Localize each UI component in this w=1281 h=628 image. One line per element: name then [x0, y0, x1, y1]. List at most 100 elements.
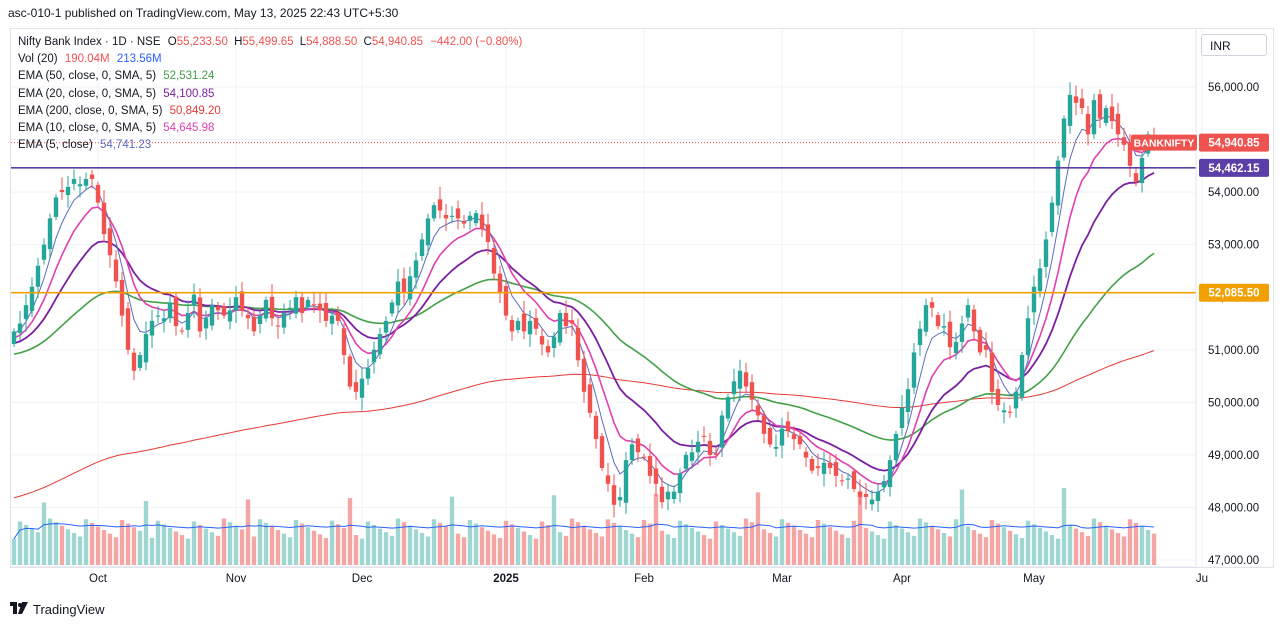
- candle-body: [911, 352, 917, 388]
- candle-body: [761, 415, 767, 434]
- volume-bar: [575, 522, 581, 565]
- candle-body: [1091, 100, 1097, 135]
- candle-body: [497, 273, 503, 292]
- price-tag-text: 52,085.50: [1208, 288, 1259, 300]
- candle-body: [431, 205, 437, 219]
- candle-body: [665, 491, 671, 500]
- candle-body: [545, 345, 551, 353]
- candle-body: [629, 444, 635, 461]
- volume-bar: [23, 525, 29, 565]
- ohlc-open-value: 55,233.50: [176, 36, 228, 48]
- candle-body: [827, 462, 833, 469]
- candle-body: [899, 407, 905, 428]
- volume-bar: [701, 535, 707, 565]
- candle-body: [641, 456, 647, 458]
- candle-body: [143, 334, 149, 363]
- candle-body: [329, 315, 335, 324]
- volume-bar: [647, 523, 653, 565]
- volume-bar: [959, 489, 965, 565]
- volume-bar: [221, 518, 227, 565]
- volume-bar: [497, 537, 503, 565]
- volume-bar: [407, 525, 413, 565]
- volume-bar: [1079, 532, 1085, 565]
- volume-bar: [179, 535, 185, 565]
- candle-body: [623, 460, 629, 503]
- candle-body: [455, 208, 461, 219]
- volume-bar: [1067, 525, 1073, 565]
- volume-bar: [1013, 534, 1019, 565]
- volume-bar: [659, 530, 665, 565]
- volume-bar: [299, 523, 305, 565]
- symbol-legend-row[interactable]: Nifty Bank Index · 1D · NSE O55,233.50 H…: [18, 34, 522, 51]
- volume-legend-row[interactable]: Vol (20) 190.04M 213.56M: [18, 51, 522, 68]
- candle-body: [815, 466, 821, 469]
- volume-bar: [935, 529, 941, 565]
- volume-bar: [779, 519, 785, 565]
- volume-bar: [551, 495, 557, 565]
- volume-bar: [425, 536, 431, 565]
- volume-bar: [113, 537, 119, 565]
- ema50-legend-row[interactable]: EMA (50, close, 0, SMA, 5) 52,531.24: [18, 68, 522, 85]
- candle-body: [1121, 137, 1127, 145]
- volume-bar: [989, 520, 995, 565]
- candle-body: [1097, 94, 1103, 119]
- volume-bar: [191, 521, 197, 565]
- tradingview-brand[interactable]: TradingView: [10, 602, 105, 617]
- volume-bar: [557, 532, 563, 565]
- volume-bar: [143, 500, 149, 565]
- volume-bar: [545, 525, 551, 565]
- volume-bar: [17, 521, 23, 565]
- ema200-legend-row[interactable]: EMA (200, close, 0, SMA, 5) 50,849.20: [18, 103, 522, 120]
- volume-bar: [971, 530, 977, 565]
- volume-bar: [1049, 535, 1055, 565]
- x-tick-label: Oct: [89, 573, 108, 585]
- volume-bar: [677, 520, 683, 565]
- candle-body: [1031, 286, 1037, 313]
- ohlc-high-key: H: [234, 36, 243, 48]
- volume-bar: [785, 522, 791, 565]
- ema20-legend-row[interactable]: EMA (20, close, 0, SMA, 5) 54,100.85: [18, 86, 522, 103]
- ema10-legend-row[interactable]: EMA (10, close, 0, SMA, 5) 54,645.98: [18, 120, 522, 137]
- volume-bar: [329, 520, 335, 565]
- volume-bar: [617, 526, 623, 565]
- volume-bar: [317, 534, 323, 565]
- candle-body: [731, 381, 737, 395]
- currency-selector[interactable]: INR: [1201, 34, 1267, 56]
- candle-body: [605, 475, 611, 484]
- candle-body: [185, 312, 191, 330]
- candle-body: [41, 244, 47, 260]
- candle-body: [287, 307, 293, 309]
- candle-body: [839, 480, 845, 482]
- volume-bar: [593, 532, 599, 565]
- candle-body: [833, 462, 839, 476]
- volume-bar: [1073, 528, 1079, 565]
- volume-bar: [11, 538, 17, 565]
- candle-body: [437, 199, 443, 211]
- volume-bar: [719, 525, 725, 565]
- candle-body: [65, 186, 71, 196]
- volume-bar: [527, 535, 533, 565]
- candle-body: [443, 214, 449, 219]
- volume-bar: [125, 523, 131, 565]
- volume-bar: [911, 535, 917, 565]
- volume-bar: [1115, 532, 1121, 565]
- candle-body: [767, 427, 773, 445]
- volume-bar: [713, 521, 719, 565]
- candle-body: [779, 428, 785, 446]
- volume-bar: [749, 522, 755, 565]
- volume-bar: [1139, 526, 1145, 565]
- candle-body: [659, 486, 665, 503]
- candle-body: [737, 370, 743, 389]
- candle-body: [413, 260, 419, 278]
- candle-body: [725, 397, 731, 419]
- candle-body: [311, 304, 317, 306]
- volume-bar: [455, 533, 461, 565]
- candle-body: [887, 460, 893, 488]
- volume-bar: [767, 532, 773, 565]
- ema5-legend-row[interactable]: EMA (5, close) 54,741.23: [18, 137, 522, 154]
- candle-body: [419, 239, 425, 257]
- candle-body: [1043, 239, 1049, 267]
- volume-bar: [41, 502, 47, 565]
- volume-bar: [695, 531, 701, 565]
